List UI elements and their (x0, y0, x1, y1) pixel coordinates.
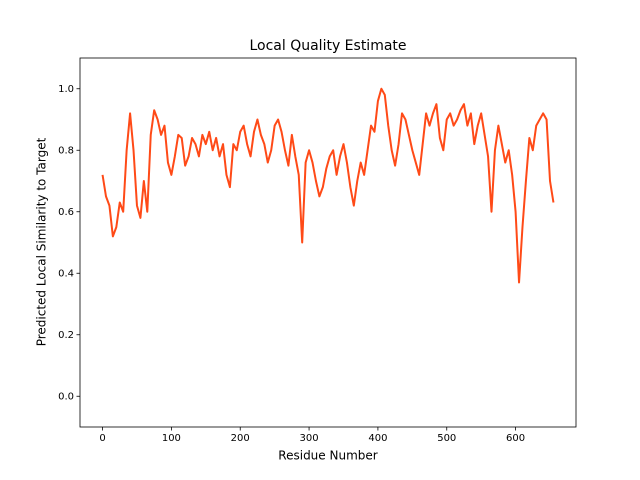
y-axis-label: Predicted Local Similarity to Target (35, 137, 49, 346)
x-tick-label: 500 (437, 433, 456, 444)
x-tick-label: 0 (99, 433, 105, 444)
chart-title: Local Quality Estimate (249, 38, 406, 54)
y-tick-label: 1.0 (58, 84, 74, 95)
x-tick-label: 600 (506, 433, 525, 444)
x-tick-label: 400 (368, 433, 387, 444)
x-tick-label: 300 (300, 433, 319, 444)
y-tick-label: 0.4 (58, 268, 74, 279)
y-tick-label: 0.6 (58, 207, 74, 218)
y-tick-label: 0.8 (58, 145, 74, 156)
x-tick-label: 100 (162, 433, 181, 444)
plot-frame (79, 57, 577, 428)
y-tick-label: 0.2 (58, 330, 74, 341)
x-axis-label: Residue Number (278, 449, 377, 463)
x-tick-label: 200 (231, 433, 250, 444)
y-tick-label: 0.0 (58, 391, 74, 402)
data-line (101, 87, 555, 284)
